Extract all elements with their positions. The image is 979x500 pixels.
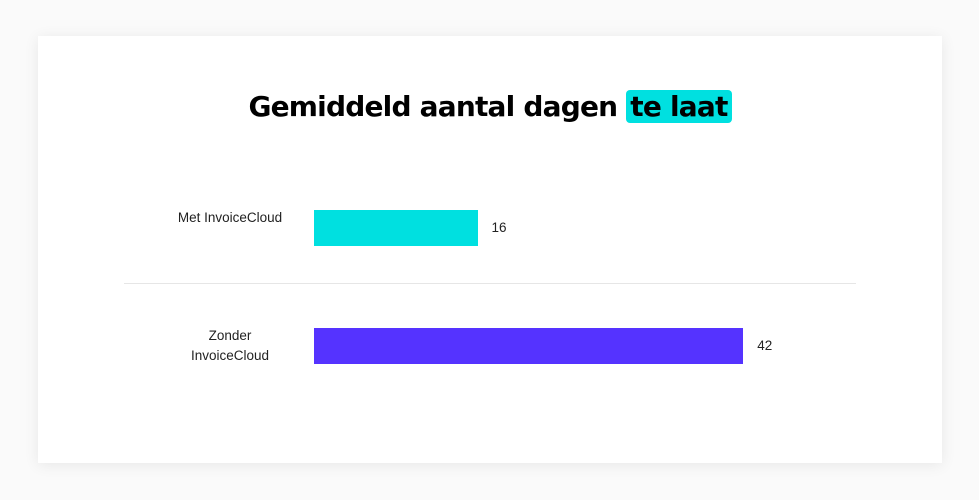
chart-card: Gemiddeld aantal dagen te laat Met Invoi… <box>38 36 942 463</box>
title-highlight: te laat <box>626 90 732 123</box>
chart-title: Gemiddeld aantal dagen te laat <box>38 90 942 123</box>
separator <box>124 283 856 284</box>
bar <box>314 210 478 246</box>
title-text: Gemiddeld aantal dagen <box>248 90 618 123</box>
bar <box>314 328 744 364</box>
value-label: 42 <box>757 338 773 353</box>
category-label: Zonder InvoiceCloud <box>190 328 270 363</box>
category-label: Met InvoiceCloud <box>177 210 283 225</box>
value-label: 16 <box>491 220 507 235</box>
